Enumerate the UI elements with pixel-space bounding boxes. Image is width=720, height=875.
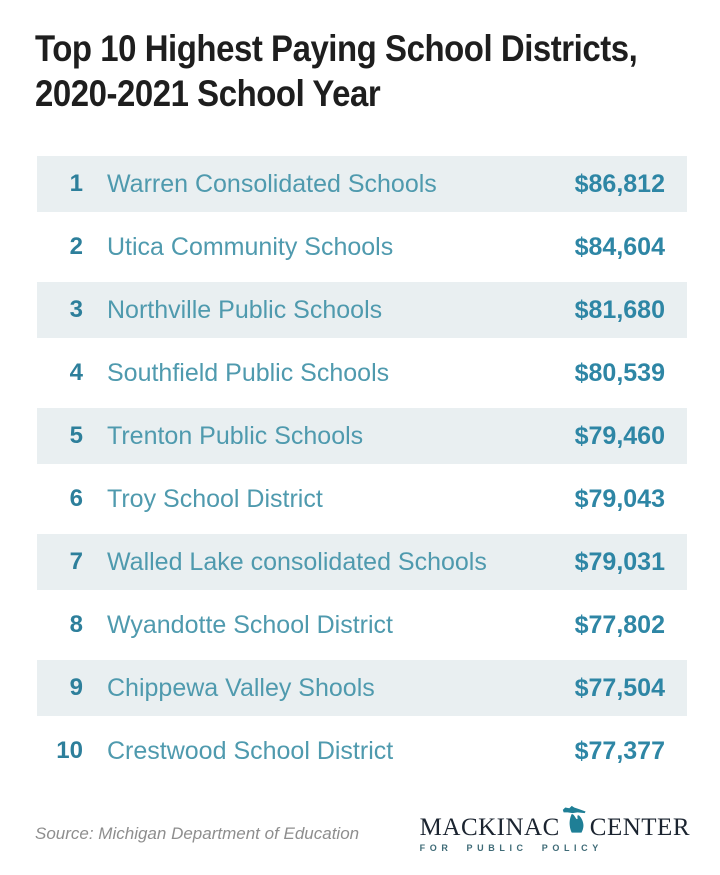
district-name-cell: Southfield Public Schools [107, 358, 390, 387]
district-name-cell: Warren Consolidated Schools [107, 169, 437, 198]
table-row: 8 Wyandotte School District $77,802 [37, 597, 687, 653]
table-row: 6 Troy School District $79,043 [37, 471, 687, 527]
table-row: 7 Walled Lake consolidated Schools $79,0… [37, 534, 687, 590]
district-name-cell: Utica Community Schools [107, 232, 394, 261]
ranking-table: 1 Warren Consolidated Schools $86,812 2 … [37, 156, 687, 779]
rank-cell: 5 [69, 422, 83, 449]
rank-cell: 6 [69, 485, 83, 512]
salary-cell: $79,031 [574, 547, 665, 576]
district-name-cell: Crestwood School District [107, 736, 394, 765]
source-note: Source: Michigan Department of Education [35, 824, 360, 843]
footer: Source: Michigan Department of Education… [35, 805, 690, 853]
table-row: 10 Crestwood School District $77,377 [37, 723, 687, 779]
title-line-2: 2020-2021 School Year [35, 73, 381, 114]
table-row: 2 Utica Community Schools $84,604 [37, 219, 687, 275]
page-title: Top 10 Highest Paying School Districts, … [35, 26, 645, 116]
district-name-cell: Trenton Public Schools [107, 421, 364, 450]
rank-cell: 4 [69, 359, 83, 386]
logo-word-center: CENTER [589, 814, 690, 841]
salary-cell: $79,043 [574, 484, 665, 513]
salary-cell: $84,604 [574, 232, 665, 261]
salary-cell: $86,812 [574, 169, 665, 198]
district-name-cell: Troy School District [107, 484, 323, 513]
logo-wordmark: MACKINAC CENTER [419, 805, 690, 841]
rank-cell: 7 [69, 548, 83, 575]
salary-cell: $81,680 [574, 295, 665, 324]
table-row: 9 Chippewa Valley Shools $77,504 [37, 660, 687, 716]
logo-word-mackinac: MACKINAC [419, 814, 560, 841]
salary-cell: $80,539 [574, 358, 665, 387]
michigan-state-icon [562, 801, 588, 840]
salary-cell: $77,377 [574, 736, 665, 765]
table-row: 5 Trenton Public Schools $79,460 [37, 408, 687, 464]
district-name-cell: Wyandotte School District [107, 610, 393, 639]
rank-cell: 2 [69, 233, 83, 260]
district-name-cell: Chippewa Valley Shools [107, 673, 375, 702]
salary-cell: $77,504 [574, 673, 665, 702]
rank-cell: 9 [69, 674, 83, 701]
district-name-cell: Walled Lake consolidated Schools [107, 547, 487, 576]
salary-cell: $79,460 [574, 421, 665, 450]
table-row: 1 Warren Consolidated Schools $86,812 [37, 156, 687, 212]
table-row: 4 Southfield Public Schools $80,539 [37, 345, 687, 401]
mackinac-center-logo: MACKINAC CENTER FOR PUBLIC POLICY [419, 805, 690, 853]
rank-cell: 8 [69, 611, 83, 638]
rank-cell: 3 [69, 296, 83, 323]
rank-cell: 10 [56, 737, 83, 764]
rank-cell: 1 [69, 170, 83, 197]
salary-cell: $77,802 [574, 610, 665, 639]
district-name-cell: Northville Public Schools [107, 295, 383, 324]
title-line-1: Top 10 Highest Paying School Districts, [35, 28, 638, 69]
table-row: 3 Northville Public Schools $81,680 [37, 282, 687, 338]
logo-tagline: FOR PUBLIC POLICY [419, 843, 603, 853]
